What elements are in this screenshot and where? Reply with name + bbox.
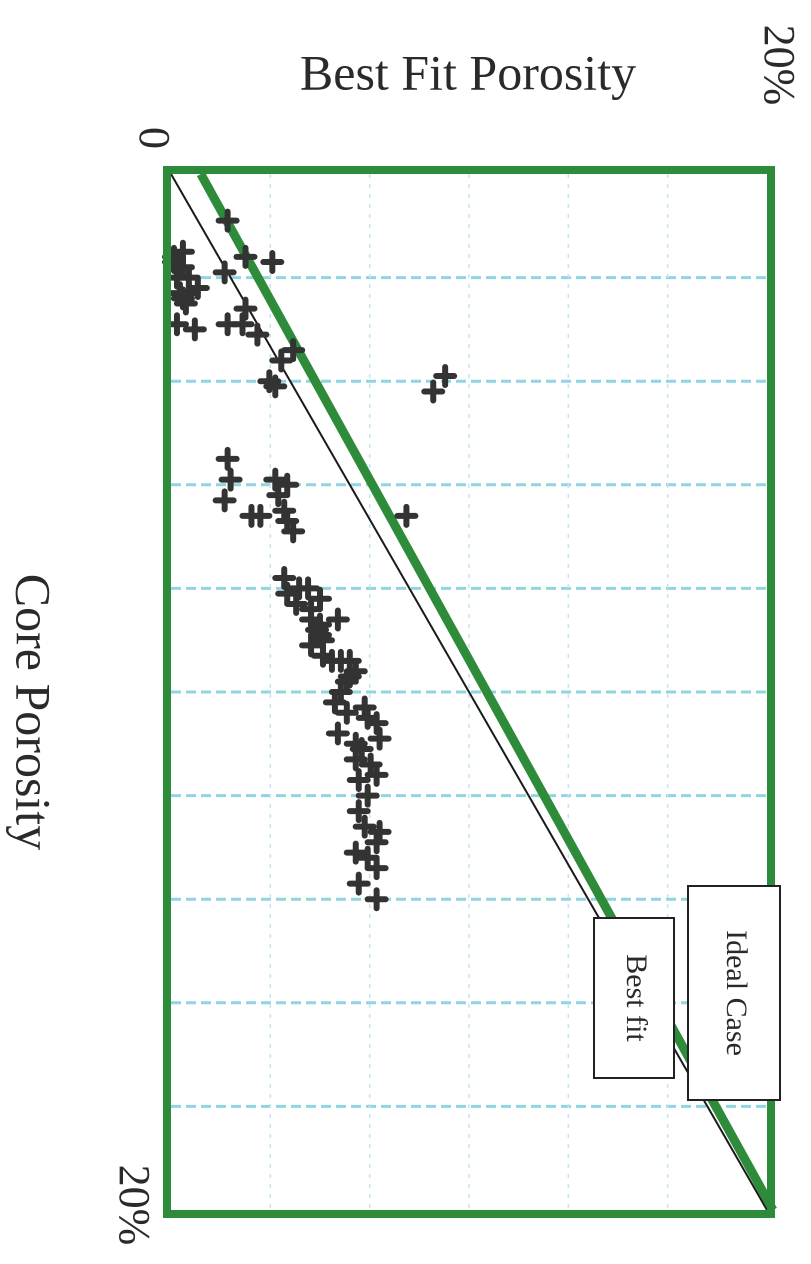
data-point [299, 597, 324, 622]
data-point [281, 519, 306, 544]
data-point [272, 566, 297, 591]
data-point [263, 467, 288, 492]
data-point [218, 467, 243, 492]
tick-label-max-x: 20% [110, 1165, 159, 1246]
data-point [275, 472, 300, 497]
data-point [257, 369, 282, 394]
data-points [161, 208, 458, 912]
data-point [346, 768, 371, 793]
data-point [334, 700, 359, 725]
legend-best-fit: Best fit [593, 917, 675, 1079]
data-point [173, 291, 198, 316]
data-point [215, 446, 240, 471]
data-point [239, 503, 264, 528]
data-point [284, 591, 309, 616]
data-point [322, 690, 347, 715]
legend-best-fit-box [593, 917, 675, 1079]
tick-label-max-y: 20% [755, 25, 804, 106]
data-point [182, 317, 207, 342]
legend-best-fit-label: Best fit [620, 954, 653, 1042]
data-point [367, 726, 392, 751]
data-point [233, 296, 258, 321]
data-point [433, 364, 458, 389]
data-point [260, 250, 285, 275]
data-point [212, 260, 237, 285]
x-axis-title: Core Porosity [6, 574, 62, 850]
data-point [275, 581, 300, 606]
data-point [394, 503, 419, 528]
data-point [346, 799, 371, 824]
data-point [215, 312, 240, 337]
data-point [325, 721, 350, 746]
data-point [343, 747, 368, 772]
tick-label-origin-y: 0 [130, 127, 179, 149]
data-point [364, 856, 389, 881]
data-point [308, 586, 332, 611]
y-axis-title: Best Fit Porosity [300, 44, 636, 100]
data-point [343, 840, 368, 865]
data-point [281, 338, 306, 363]
data-point [355, 845, 380, 870]
legend-ideal-case-box [687, 885, 781, 1101]
data-point [233, 244, 258, 269]
data-point [421, 379, 446, 404]
data-point [355, 783, 380, 808]
data-point [212, 488, 237, 513]
data-point [367, 819, 392, 844]
data-point [299, 633, 324, 658]
plot-frame [163, 166, 775, 1218]
data-point [364, 711, 389, 736]
data-point [269, 348, 294, 373]
data-point [346, 871, 371, 896]
data-point [352, 814, 377, 839]
legend-ideal-case: Ideal Case [687, 885, 781, 1101]
legend-ideal-case-label: Ideal Case [720, 930, 753, 1056]
data-point [245, 322, 270, 347]
data-point [325, 607, 350, 632]
data-point [296, 576, 321, 601]
data-point [266, 483, 291, 508]
data-point [215, 208, 240, 233]
data-point [364, 762, 389, 787]
data-point [364, 887, 389, 912]
